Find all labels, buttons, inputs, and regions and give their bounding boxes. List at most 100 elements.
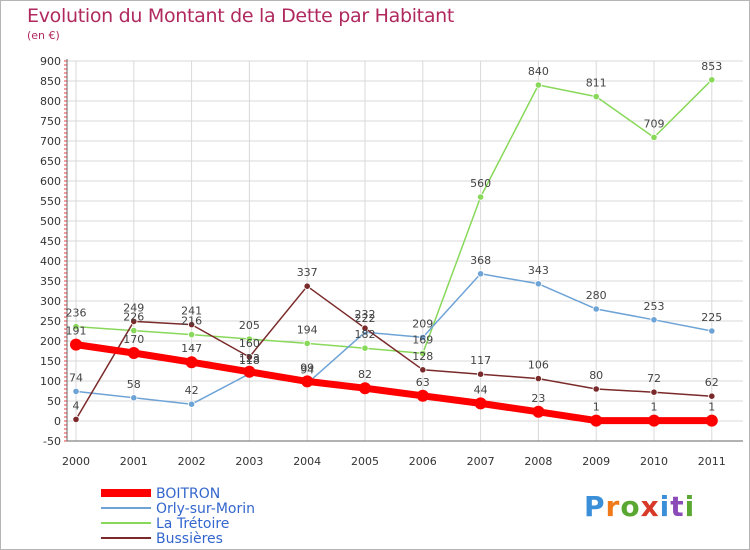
data-point-boitron [301,375,314,388]
series-line-bussi-res [75,285,713,421]
data-label-orly-sur-morin: 222 [355,312,376,325]
data-label-la-tr-toire: 709 [644,117,665,130]
data-label-boitron: 1 [593,401,600,414]
data-label-la-tr-toire: 205 [239,319,260,332]
data-point-bussi-res [72,415,80,423]
data-point-la-tr-toire [130,326,138,335]
series-line-boitron [72,341,716,425]
series-line-la-tr-toire [75,79,713,355]
data-point-orly-sur-morin [419,333,427,341]
legend-label-bussi-res: Bussières [156,531,223,547]
data-point-orly-sur-morin [592,305,600,313]
data-point-la-tr-toire [72,322,80,331]
data-label-orly-sur-morin: 253 [644,300,665,313]
data-label-la-tr-toire: 853 [701,60,722,73]
data-label-bussi-res: 160 [239,337,260,350]
data-label-boitron: 1 [708,401,715,414]
x-tick-label: 2004 [293,455,321,468]
data-point-bussi-res [130,317,138,325]
data-label-bussi-res: 117 [470,354,491,367]
data-label-boitron: 1 [651,401,658,414]
y-tick-label: -50 [43,435,61,448]
plot-area [67,61,743,441]
x-tick-label: 2009 [582,455,610,468]
data-label-la-tr-toire: 560 [470,177,491,190]
data-label-orly-sur-morin: 343 [528,264,549,277]
data-point-la-tr-toire [361,344,369,352]
x-tick-label: 2003 [235,455,263,468]
data-label-la-tr-toire: 216 [181,315,202,328]
legend-label-la-tr-toire: La Trétoire [156,516,229,532]
x-tick-label: 2005 [351,455,379,468]
y-tick-label: 850 [40,75,61,88]
y-tick-label: 50 [47,395,61,408]
data-label-orly-sur-morin: 368 [470,254,491,267]
data-point-boitron [705,414,718,427]
data-point-orly-sur-morin [534,280,543,288]
data-label-orly-sur-morin: 209 [412,317,433,330]
x-tick-label: 2007 [467,455,495,468]
y-tick-label: 450 [40,235,61,248]
y-tick-label: 750 [40,115,61,128]
data-label-la-tr-toire: 194 [297,323,318,336]
data-label-bussi-res: 4 [73,399,80,412]
data-label-orly-sur-morin: 94 [300,363,314,376]
data-label-boitron: 44 [474,383,488,396]
data-label-bussi-res: 241 [181,305,202,318]
data-point-boitron [416,389,429,402]
data-label-orly-sur-morin: 118 [239,354,260,367]
data-label-boitron: 123 [239,352,260,365]
x-tick-label: 2011 [698,455,726,468]
data-point-bussi-res [592,385,600,393]
data-label-bussi-res: 128 [412,350,433,363]
data-point-boitron [590,414,603,427]
data-point-orly-sur-morin [72,387,80,395]
x-tick-label: 2001 [120,455,148,468]
data-point-bussi-res [708,392,716,400]
y-tick-label: 600 [40,175,61,188]
y-tick-label: 350 [40,275,61,288]
y-tick-label: 500 [40,215,61,228]
data-point-la-tr-toire [419,349,427,357]
data-point-bussi-res [361,324,369,332]
data-label-bussi-res: 62 [705,376,719,389]
data-point-boitron [243,365,256,378]
data-point-la-tr-toire [534,81,543,89]
data-label-la-tr-toire: 236 [66,307,87,320]
y-tick-label: 100 [40,375,61,388]
data-label-bussi-res: 232 [355,308,376,321]
x-tick-label: 2006 [409,455,437,468]
data-point-orly-sur-morin [188,400,196,408]
y-tick-label: 0 [54,415,61,428]
data-label-boitron: 147 [181,342,202,355]
data-label-la-tr-toire: 840 [528,65,549,78]
data-label-la-tr-toire: 169 [412,333,433,346]
data-label-boitron: 23 [531,392,545,405]
chart-title: Evolution du Montant de la Dette par Hab… [27,5,455,27]
data-point-boitron [185,356,198,369]
y-tick-label: 900 [40,55,61,68]
data-label-orly-sur-morin: 74 [69,371,83,384]
data-label-orly-sur-morin: 225 [701,311,722,324]
logo-letter: o [620,490,641,523]
logo-letter: r [605,490,621,523]
data-label-la-tr-toire: 182 [355,328,376,341]
x-tick-label: 2010 [640,455,668,468]
data-point-la-tr-toire [188,330,196,339]
x-tick-label: 2002 [178,455,206,468]
logo-letter: P [584,490,606,523]
data-point-bussi-res [188,320,196,329]
series-line-orly-sur-morin [75,273,713,405]
legend-label-orly-sur-morin: Orly-sur-Morin [156,501,255,517]
data-point-bussi-res [650,388,658,396]
proxiti-logo: Proxiti [584,490,695,523]
data-point-bussi-res [476,370,485,378]
data-point-boitron [474,397,487,410]
data-point-boitron [532,405,545,418]
y-tick-label: 200 [40,335,61,348]
data-point-orly-sur-morin [708,327,716,335]
x-tick-label: 2000 [62,455,90,468]
data-label-boitron: 82 [358,368,372,381]
